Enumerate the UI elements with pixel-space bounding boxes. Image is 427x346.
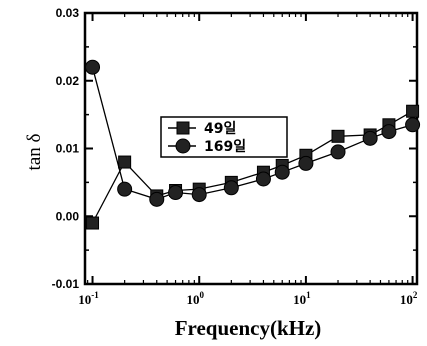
legend-marker-square (176, 121, 190, 135)
x-tick-label: 100 (186, 290, 204, 307)
data-point-circle (405, 117, 421, 133)
data-point-circle (381, 124, 397, 140)
x-tick-base: 10 (293, 292, 306, 307)
legend-label-49: 49일 (204, 121, 236, 137)
data-point-square (118, 155, 132, 169)
data-point-circle (298, 155, 314, 171)
data-point-circle (149, 191, 165, 207)
x-tick-exponent: 1 (306, 290, 311, 300)
y-tick-label: 0.00 (56, 209, 80, 223)
y-tick-label: 0.01 (56, 142, 80, 156)
data-point-circle (223, 180, 239, 196)
x-tick-base: 10 (186, 292, 199, 307)
x-tick-label: 102 (400, 290, 418, 307)
x-tick-base: 10 (78, 292, 91, 307)
x-tick-exponent: -1 (91, 290, 99, 300)
x-axis: 10-1 100 101 102 (78, 13, 418, 307)
data-point-circle (330, 144, 346, 160)
legend-marker-circle (175, 138, 191, 154)
data-point-circle (274, 164, 290, 180)
data-point-square (331, 129, 345, 143)
x-axis-title: Frequency(kHz) (175, 316, 322, 340)
y-tick-label: -0.01 (52, 277, 80, 291)
x-tick-label: 10-1 (78, 290, 99, 307)
legend: 49일 169일 (160, 116, 288, 158)
legend-label-169: 169일 (204, 139, 246, 155)
y-tick-label: 0.03 (56, 6, 80, 20)
data-point-circle (362, 130, 378, 146)
series-layer (85, 59, 421, 230)
x-tick-exponent: 2 (413, 290, 418, 300)
y-axis-title: tan δ (24, 133, 45, 170)
x-tick-exponent: 0 (199, 290, 204, 300)
data-point-circle (85, 59, 101, 75)
data-point-circle (255, 171, 271, 187)
data-point-square (406, 104, 420, 118)
data-point-circle (168, 185, 184, 201)
data-point-circle (191, 187, 207, 203)
data-point-circle (117, 181, 133, 197)
data-point-square (86, 216, 100, 230)
x-tick-base: 10 (400, 292, 413, 307)
x-tick-label: 101 (293, 290, 311, 307)
y-tick-label: 0.02 (56, 74, 80, 88)
